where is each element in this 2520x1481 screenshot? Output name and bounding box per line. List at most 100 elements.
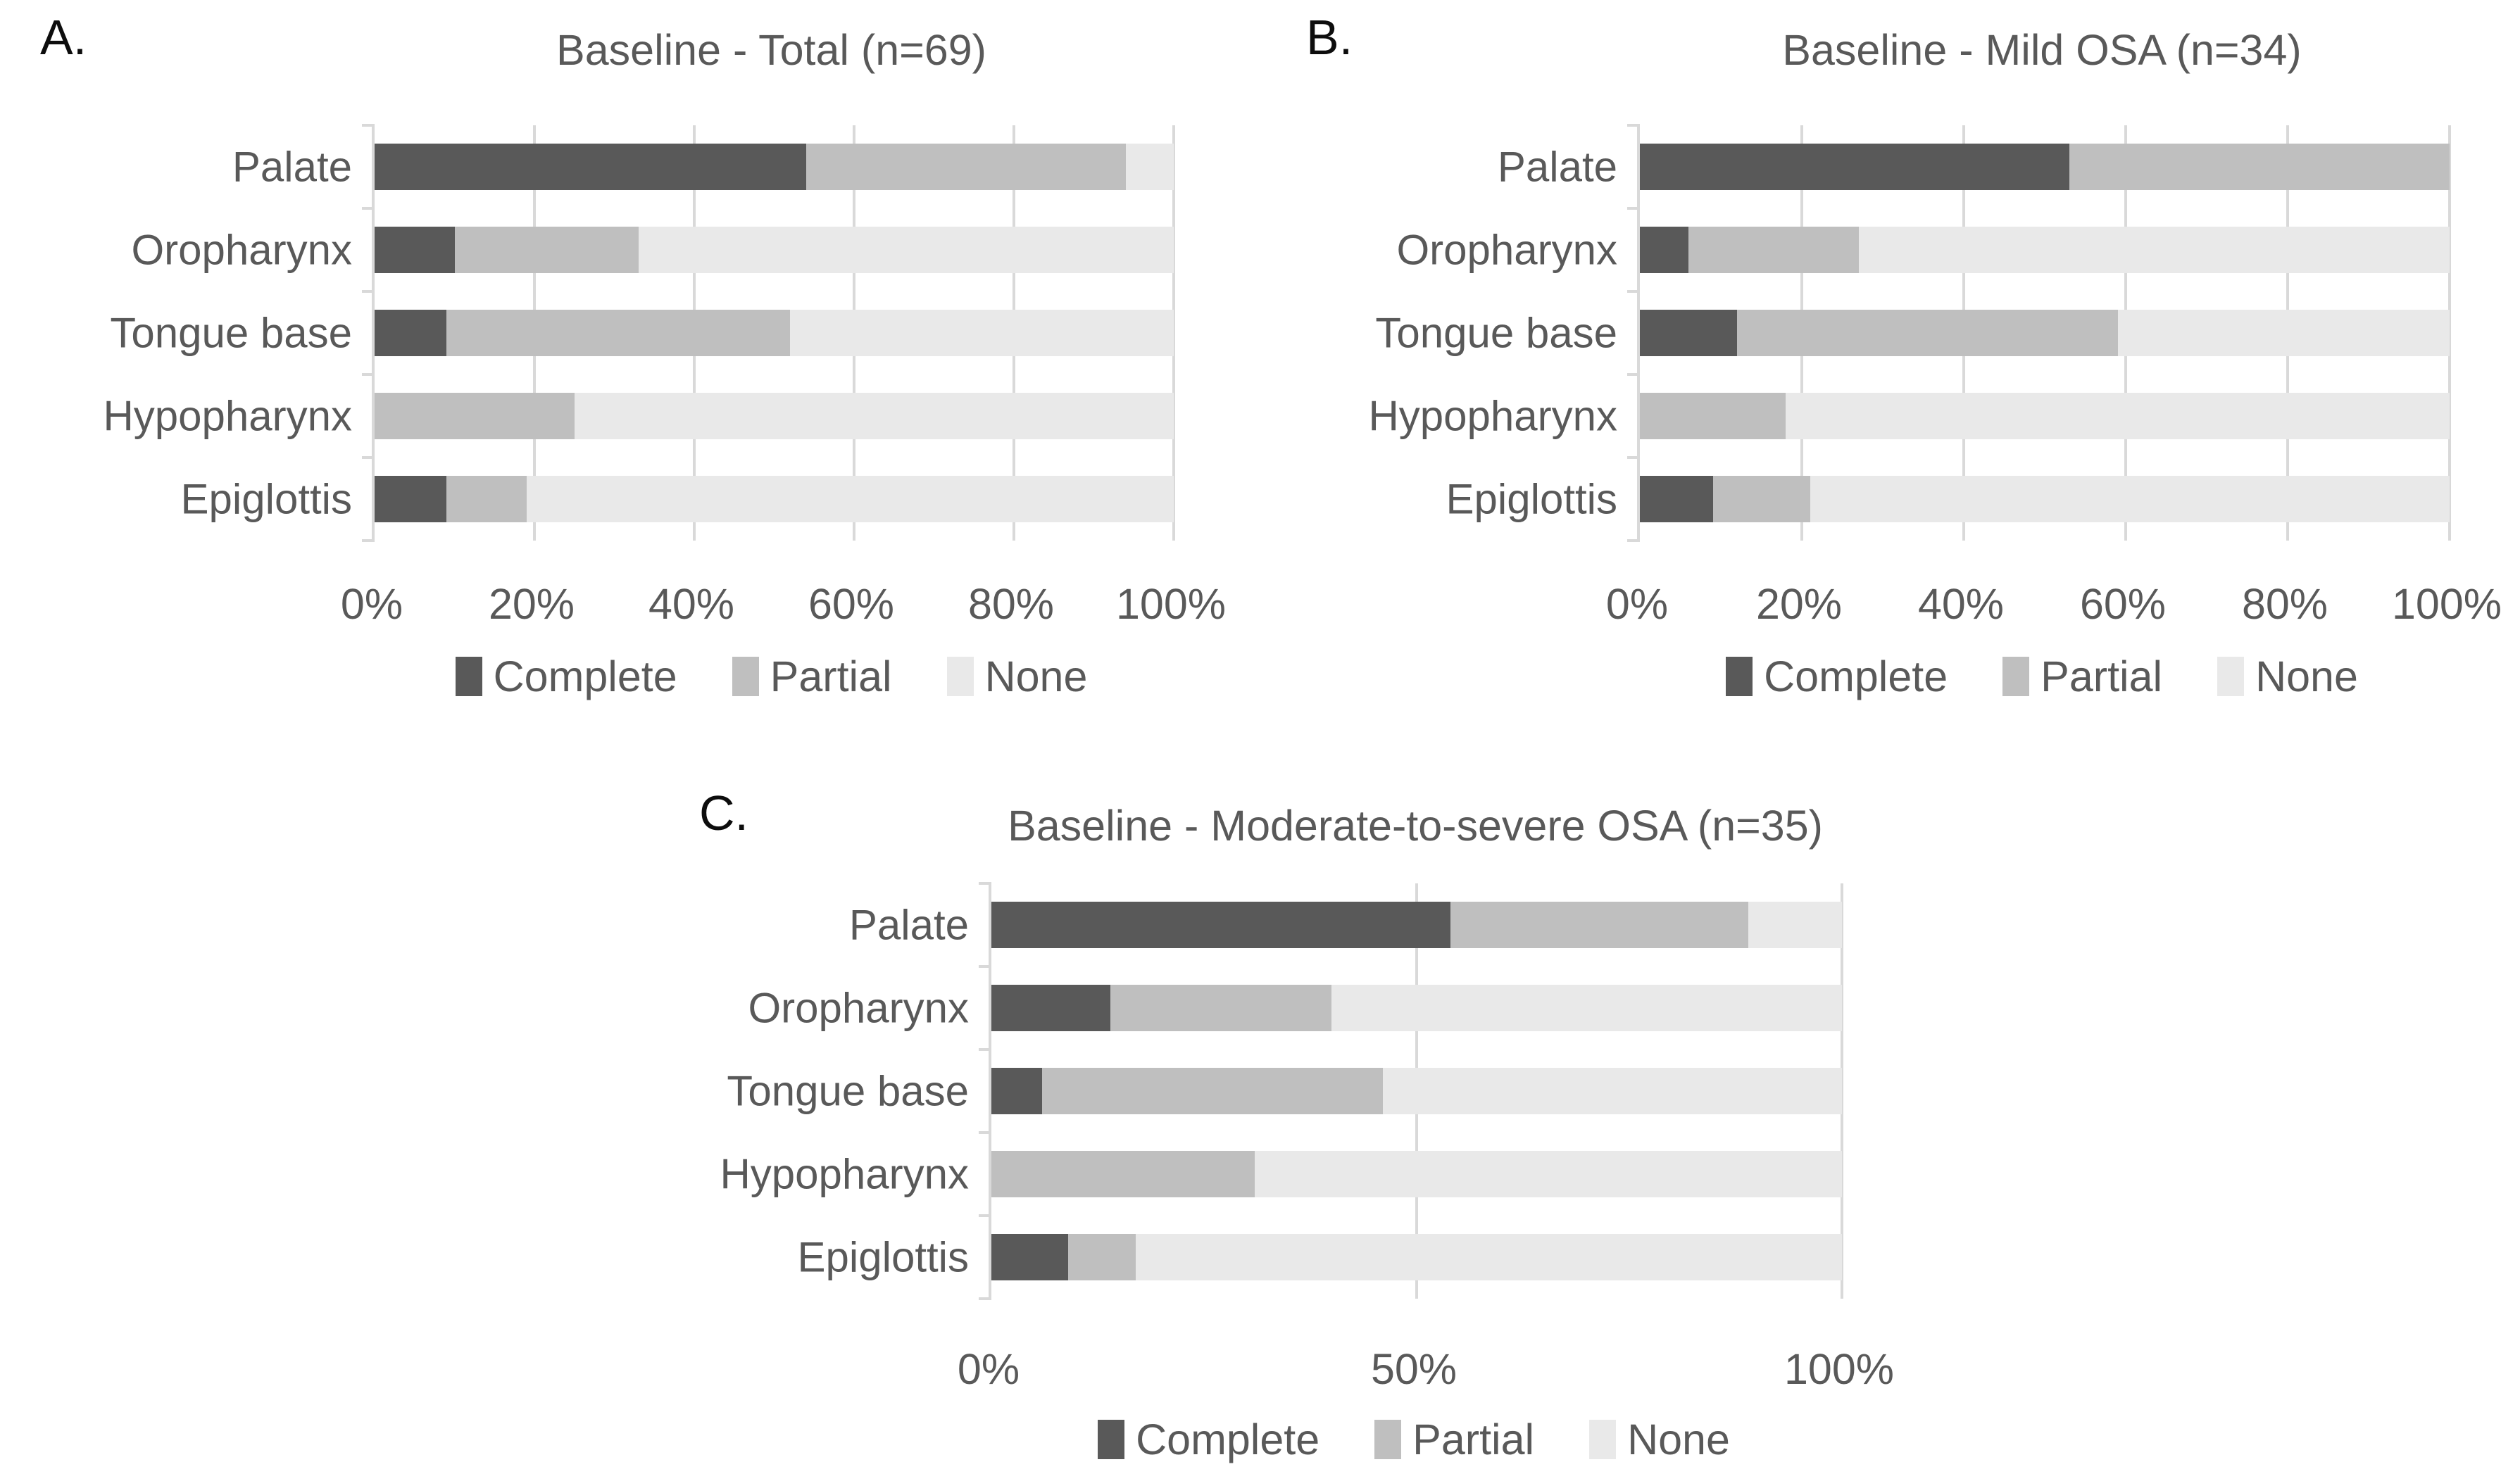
bar-segment-none	[790, 310, 1174, 356]
bar-segment-partial	[1640, 393, 1786, 439]
x-tick-label-80: 80%	[2241, 580, 2328, 628]
chart-panel-mild-osa: B. Baseline - Mild OSA (n=34) Palate Orop…	[1267, 6, 2520, 741]
y-axis-tick	[362, 539, 375, 542]
bar-row-hypopharynx: Hypopharynx	[1368, 374, 2450, 458]
x-tick-label-100: 100%	[1115, 580, 1227, 628]
bar-segment-complete	[991, 1068, 1043, 1114]
x-tick-label-0: 0%	[957, 1345, 1020, 1393]
bar-segment-complete	[375, 476, 447, 522]
legend-label: Complete	[493, 653, 677, 700]
bar-row-hypopharynx: Hypopharynx	[103, 374, 1174, 458]
bar-segment-none	[2117, 310, 2450, 356]
bar-segment-none	[1255, 1151, 1842, 1197]
bar-row-tongue-base: Tongue base	[1375, 291, 2450, 374]
gridline-100	[1172, 125, 1175, 541]
plot-area-moderate-severe-osa: Palate Oropharynx Tongue base Hypopharynx Ep…	[720, 882, 1843, 1300]
bar-track	[1640, 227, 2450, 273]
bar-row-oropharynx: Oropharynx	[1397, 208, 2450, 291]
y-axis-tick	[979, 1048, 991, 1051]
legend-total: Complete Partial None	[301, 652, 1241, 701]
bar-segment-none	[1382, 1068, 1842, 1114]
y-axis-tick	[1627, 456, 1640, 459]
y-axis-tick	[1627, 124, 1640, 127]
legend-swatch-icon	[732, 657, 759, 696]
bar-row-oropharynx: Oropharynx	[132, 208, 1174, 291]
chart-panel-moderate-severe-osa: C. Baseline - Moderate-to-severe OSA (n=…	[658, 755, 1911, 1480]
bar-segment-partial	[375, 393, 575, 439]
x-tick-label-0: 0%	[340, 580, 403, 628]
bar-row-tongue-base: Tongue base	[110, 291, 1174, 374]
legend-item-complete: Complete	[1726, 652, 1948, 701]
category-label: Hypopharynx	[720, 1150, 969, 1198]
bar-row-palate: Palate	[232, 125, 1174, 208]
bar-track	[375, 227, 1174, 273]
legend-label: None	[2255, 653, 2358, 700]
panel-letter-c: C.	[699, 786, 748, 840]
bar-segment-partial	[1737, 310, 2118, 356]
bar-track	[375, 393, 1174, 439]
x-tick-label-0: 0%	[1605, 580, 1669, 628]
bar-segment-complete	[991, 902, 1451, 948]
legend-label: Partial	[2041, 653, 2163, 700]
y-axis-tick	[362, 124, 375, 127]
y-axis-tick	[979, 965, 991, 968]
x-tick-label-40: 40%	[1917, 580, 2005, 628]
legend-label: Complete	[1764, 653, 1948, 700]
bar-segment-complete	[991, 1234, 1068, 1280]
bar-track	[1640, 393, 2450, 439]
bar-segment-complete	[375, 310, 447, 356]
bar-segment-complete	[991, 985, 1111, 1031]
bar-segment-partial	[1110, 985, 1332, 1031]
x-tick-label-60: 60%	[808, 580, 895, 628]
bar-segment-partial	[805, 144, 1126, 190]
y-axis-tick	[979, 1131, 991, 1134]
bar-segment-complete	[1640, 310, 1737, 356]
bar-segment-partial	[991, 1151, 1255, 1197]
bar-segment-none	[638, 227, 1174, 273]
y-axis-tick	[979, 882, 991, 885]
legend-item-none: None	[2217, 652, 2358, 701]
bar-segment-complete	[1640, 476, 1713, 522]
chart-title-moderate-severe-osa: Baseline - Moderate-to-severe OSA (n=35)	[1008, 802, 1823, 850]
category-label: Tongue base	[110, 309, 352, 357]
bar-segment-complete	[1640, 144, 2069, 190]
legend-label: Partial	[770, 653, 892, 700]
x-tick-label-20: 20%	[488, 580, 575, 628]
category-label: Oropharynx	[131, 226, 352, 274]
bar-segment-none	[1331, 985, 1842, 1031]
bar-track	[1640, 310, 2450, 356]
bar-segment-none	[1748, 902, 1842, 948]
legend-item-partial: Partial	[2002, 652, 2162, 701]
y-axis-tick	[362, 456, 375, 459]
x-tick-label-100: 100%	[1784, 1345, 1895, 1393]
bar-segment-none	[526, 476, 1174, 522]
legend-swatch-icon	[946, 657, 974, 696]
bar-row-palate: Palate	[1498, 125, 2450, 208]
gridline-100	[1841, 883, 1843, 1299]
bar-row-oropharynx: Oropharynx	[748, 966, 1842, 1050]
legend-item-none: None	[1589, 1415, 1730, 1464]
bar-row-epiglottis: Epiglottis	[798, 1216, 1842, 1299]
legend-swatch-icon	[2002, 657, 2030, 696]
x-tick-label-40: 40%	[648, 580, 735, 628]
x-axis-mild-osa: 0% 20% 40% 60% 80% 100%	[1606, 579, 2502, 636]
bar-segment-none	[1810, 476, 2450, 522]
y-axis-tick	[1627, 539, 1640, 542]
legend-swatch-icon	[1098, 1420, 1125, 1459]
gridline-100	[2448, 125, 2451, 541]
category-label: Palate	[848, 901, 969, 949]
bar-row-epiglottis: Epiglottis	[181, 458, 1174, 541]
bar-track	[1640, 144, 2450, 190]
category-label: Palate	[1497, 143, 1617, 191]
legend-label: Complete	[1136, 1416, 1320, 1463]
bar-segment-none	[1786, 393, 2450, 439]
legend-mild-osa: Complete Partial None	[1567, 652, 2517, 701]
chart-panel-total: A. Baseline - Total (n=69) Palate Orophar…	[18, 6, 1253, 741]
panel-letter-a: A.	[40, 10, 87, 65]
legend-item-partial: Partial	[732, 652, 892, 701]
y-axis-tick	[1627, 290, 1640, 293]
plot-area-mild-osa: Palate Oropharynx Tongue base Hypopharynx Ep…	[1368, 124, 2451, 542]
x-tick-label-50: 50%	[1370, 1345, 1458, 1393]
y-axis-tick	[362, 290, 375, 293]
category-label: Epiglottis	[180, 475, 352, 523]
